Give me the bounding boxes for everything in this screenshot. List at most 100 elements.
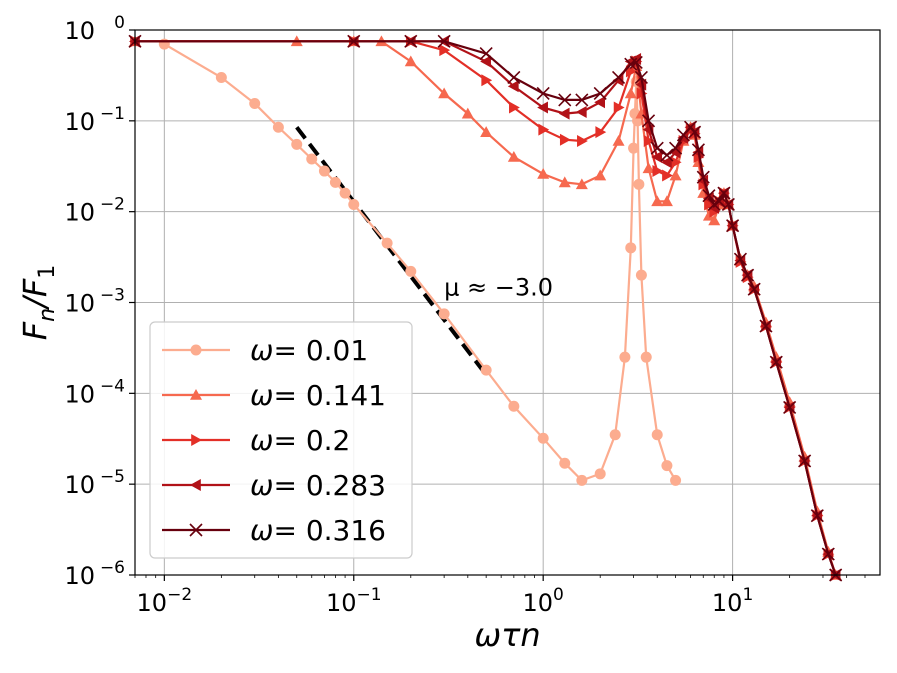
data-point xyxy=(318,165,330,177)
data-point xyxy=(726,219,740,233)
data-point xyxy=(537,101,548,114)
data-point xyxy=(339,187,351,199)
data-point xyxy=(594,96,606,109)
data-point xyxy=(704,198,715,211)
data-point xyxy=(272,121,284,133)
data-point xyxy=(404,34,418,48)
y-tick-label: 10 −6 xyxy=(64,558,125,590)
data-point xyxy=(536,86,550,101)
data-point xyxy=(190,479,201,491)
data-point xyxy=(798,454,812,468)
data-point xyxy=(733,252,748,266)
data-point xyxy=(696,170,710,184)
data-point xyxy=(437,34,451,48)
series-4 xyxy=(128,34,843,582)
data-point xyxy=(593,86,607,101)
data-point xyxy=(507,150,520,162)
data-point xyxy=(480,364,492,376)
data-point xyxy=(404,55,417,67)
data-point xyxy=(783,400,797,414)
data-point xyxy=(625,65,637,78)
legend-label: ω= 0.2 xyxy=(250,424,350,457)
x-tick-label: 10−1 xyxy=(326,585,382,617)
data-point xyxy=(747,282,761,296)
data-point xyxy=(651,429,663,441)
data-point xyxy=(461,107,474,119)
data-point xyxy=(634,70,648,85)
y-tick-label: 10 −2 xyxy=(64,195,125,227)
data-point xyxy=(609,429,621,441)
data-point xyxy=(612,134,625,146)
data-point xyxy=(629,55,643,69)
x-tick-label: 101 xyxy=(712,585,753,617)
data-point xyxy=(538,123,550,136)
data-point xyxy=(810,509,824,523)
data-point xyxy=(291,138,303,150)
data-point xyxy=(438,308,450,320)
data-point xyxy=(612,74,624,87)
y-tick-label: 10 −5 xyxy=(64,467,125,499)
data-point xyxy=(191,434,202,446)
data-point xyxy=(576,474,588,486)
data-point xyxy=(479,47,493,61)
data-point xyxy=(438,87,451,99)
data-point xyxy=(821,547,835,561)
data-point xyxy=(595,126,607,139)
data-point xyxy=(189,523,203,537)
legend-label: ω= 0.01 xyxy=(250,334,368,367)
data-point xyxy=(249,98,261,110)
y-tick-label: 10 −1 xyxy=(64,104,125,136)
data-point xyxy=(480,55,491,68)
data-point xyxy=(306,153,318,165)
data-point xyxy=(650,141,664,155)
data-point xyxy=(537,167,550,179)
data-point xyxy=(381,237,393,249)
legend-label: ω= 0.141 xyxy=(250,379,386,412)
data-point xyxy=(619,351,631,363)
y-tick-label: 10 −3 xyxy=(64,286,125,318)
data-point xyxy=(215,71,227,83)
data-point xyxy=(662,169,673,182)
legend: ω= 0.01 ω= 0.141 ω= 0.2 ω= 0.283 ω= 0.316 xyxy=(149,321,413,559)
data-point xyxy=(660,148,674,162)
x-axis-label: ωτn xyxy=(474,616,540,654)
data-point xyxy=(708,214,721,226)
legend-box xyxy=(149,321,413,559)
data-point xyxy=(670,156,682,169)
data-point xyxy=(347,34,361,48)
data-point xyxy=(670,474,682,486)
data-point xyxy=(405,265,417,277)
data-point xyxy=(691,143,705,157)
data-point xyxy=(712,194,726,208)
data-point xyxy=(661,460,673,472)
data-point xyxy=(509,101,520,114)
data-point xyxy=(669,141,683,155)
data-point xyxy=(641,114,656,128)
y-tick-label: 10 −4 xyxy=(64,376,125,408)
data-point xyxy=(633,178,645,190)
y-axis-label-text: Fn/F1 xyxy=(16,265,60,341)
legend-entry-4: ω= 0.316 xyxy=(162,514,386,547)
data-point xyxy=(635,269,647,281)
data-point xyxy=(688,125,702,139)
legend-label: ω= 0.283 xyxy=(250,469,386,502)
legend-entry-2: ω= 0.2 xyxy=(162,424,350,457)
data-point xyxy=(594,169,607,181)
x-tick-label: 10−2 xyxy=(137,585,193,617)
data-point xyxy=(190,344,202,356)
legend-entry-1: ω= 0.141 xyxy=(162,379,386,412)
data-point xyxy=(660,156,672,169)
data-point xyxy=(625,242,637,254)
data-point xyxy=(439,44,451,57)
data-point xyxy=(702,209,715,221)
data-point xyxy=(652,165,664,178)
data-point xyxy=(643,134,655,147)
data-point xyxy=(559,133,571,146)
data-point xyxy=(702,189,716,203)
annotation-slope: μ ≈ −3.0 xyxy=(444,273,553,301)
legend-label: ω= 0.316 xyxy=(250,514,386,547)
data-point xyxy=(611,70,626,85)
legend-entry-3: ω= 0.283 xyxy=(162,469,386,502)
